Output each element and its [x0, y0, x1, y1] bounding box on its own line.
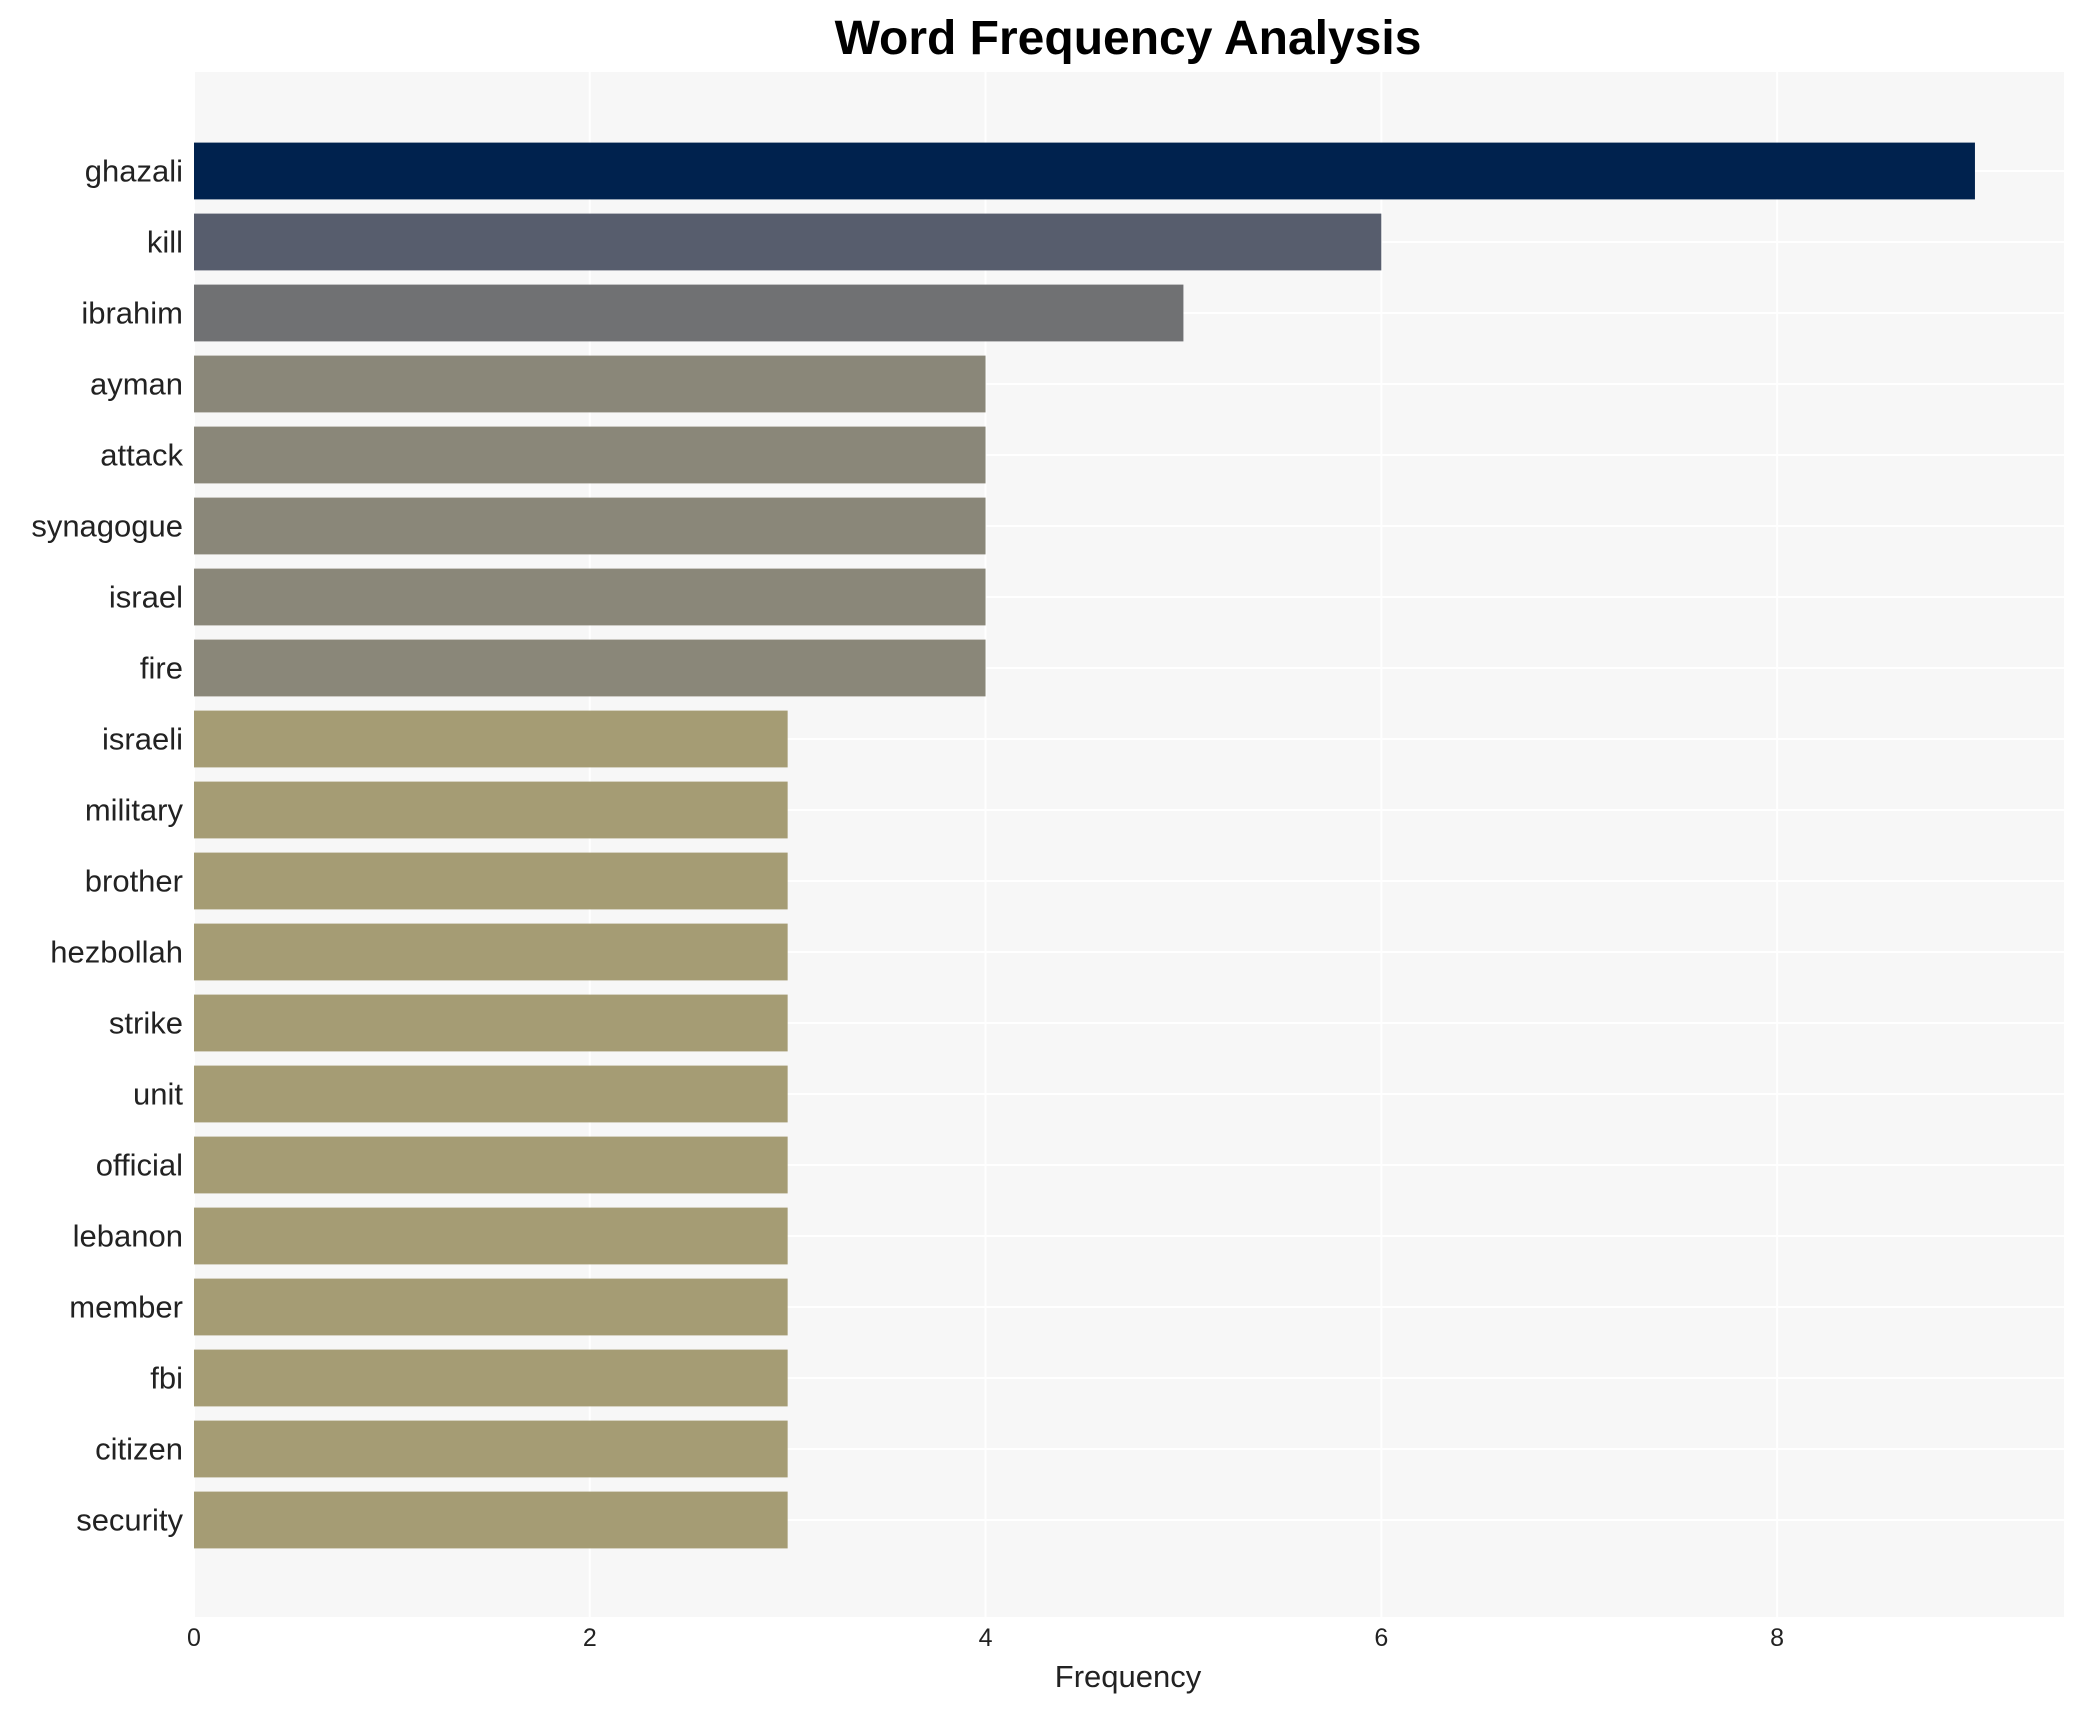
bar-fbi	[194, 1349, 788, 1407]
x-tick-label: 0	[187, 1624, 201, 1652]
category-label-hezbollah: hezbollah	[50, 935, 183, 970]
category-label-brother: brother	[85, 864, 183, 899]
category-label-fire: fire	[140, 651, 183, 686]
category-label-fbi: fbi	[150, 1361, 183, 1396]
bar-ghazali	[194, 142, 1975, 200]
bar-attack	[194, 426, 986, 484]
bar-lebanon	[194, 1207, 788, 1265]
bar-synagogue	[194, 497, 986, 555]
bar-security	[194, 1491, 788, 1549]
category-label-official: official	[96, 1148, 183, 1183]
category-label-synagogue: synagogue	[31, 509, 183, 544]
category-label-ibrahim: ibrahim	[81, 296, 183, 331]
category-label-strike: strike	[109, 1006, 183, 1041]
bar-israeli	[194, 710, 788, 768]
x-tick-labels: 0 2 4 6 8	[187, 1624, 1784, 1652]
bar-kill	[194, 213, 1382, 271]
x-tick-label: 4	[979, 1624, 993, 1652]
bar-brother	[194, 852, 788, 910]
bar-member	[194, 1278, 788, 1336]
category-label-citizen: citizen	[95, 1432, 183, 1467]
x-tick-label: 8	[1770, 1624, 1784, 1652]
bar-official	[194, 1136, 788, 1194]
category-label-military: military	[85, 793, 184, 828]
bar-strike	[194, 994, 788, 1052]
category-label-israel: israel	[109, 580, 183, 615]
x-tick-label: 6	[1374, 1624, 1388, 1652]
category-labels: ghazali kill ibrahim ayman attack synagogue is…	[31, 154, 183, 1538]
bar-citizen	[194, 1420, 788, 1478]
chart-title: Word Frequency Analysis	[835, 12, 1422, 65]
category-label-security: security	[76, 1503, 183, 1538]
bar-unit	[194, 1065, 788, 1123]
category-label-israeli: israeli	[102, 722, 183, 757]
category-label-attack: attack	[100, 438, 183, 473]
category-label-kill: kill	[147, 225, 183, 260]
bar-fire	[194, 639, 986, 697]
category-label-unit: unit	[133, 1077, 183, 1112]
category-label-member: member	[69, 1290, 183, 1325]
bar-ibrahim	[194, 284, 1184, 342]
bars	[194, 142, 1975, 1549]
bar-military	[194, 781, 788, 839]
bar-israel	[194, 568, 986, 626]
category-label-ayman: ayman	[90, 367, 183, 402]
bar-hezbollah	[194, 923, 788, 981]
category-label-ghazali: ghazali	[85, 154, 183, 189]
bar-ayman	[194, 355, 986, 413]
x-tick-label: 2	[583, 1624, 597, 1652]
category-label-lebanon: lebanon	[73, 1219, 183, 1254]
x-axis-label: Frequency	[1055, 1659, 1202, 1694]
